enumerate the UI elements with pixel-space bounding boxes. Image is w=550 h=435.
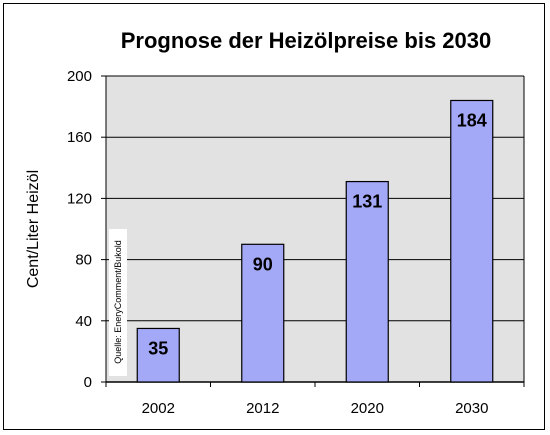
y-tick-label: 0 (84, 374, 92, 391)
bar-value-label: 184 (457, 110, 487, 130)
y-tick-label: 200 (67, 68, 92, 85)
chart-title: Prognose der Heizölpreise bis 2030 (121, 28, 491, 53)
bar-value-label: 90 (253, 254, 273, 274)
y-tick-label: 40 (75, 313, 92, 330)
x-tick-label: 2002 (142, 400, 175, 417)
bar-2030 (450, 99, 494, 383)
source-note: Quelle: EneryComment/Bukold (113, 240, 123, 364)
y-axis-label: Cent/Liter Heizöl (25, 170, 42, 288)
y-tick-label: 160 (67, 129, 92, 146)
y-axis-ticks: 0 40 80 120 160 200 (67, 68, 106, 391)
y-tick-label: 80 (75, 252, 92, 269)
x-axis-ticks: 2002 2012 2020 2030 (105, 382, 525, 417)
bar-2012 (241, 243, 285, 383)
bar-value-label: 131 (352, 192, 382, 212)
x-tick-label: 2012 (246, 400, 279, 417)
source-note-box: Quelle: EneryComment/Bukold (109, 229, 127, 376)
bars: 35 90 131 184 (136, 99, 494, 383)
x-tick-label: 2020 (351, 400, 384, 417)
bar-2002 (136, 327, 180, 383)
x-tick-label: 2030 (455, 400, 488, 417)
bar-2020 (345, 180, 389, 383)
y-tick-label: 120 (67, 190, 92, 207)
bar-value-label: 35 (148, 338, 168, 358)
